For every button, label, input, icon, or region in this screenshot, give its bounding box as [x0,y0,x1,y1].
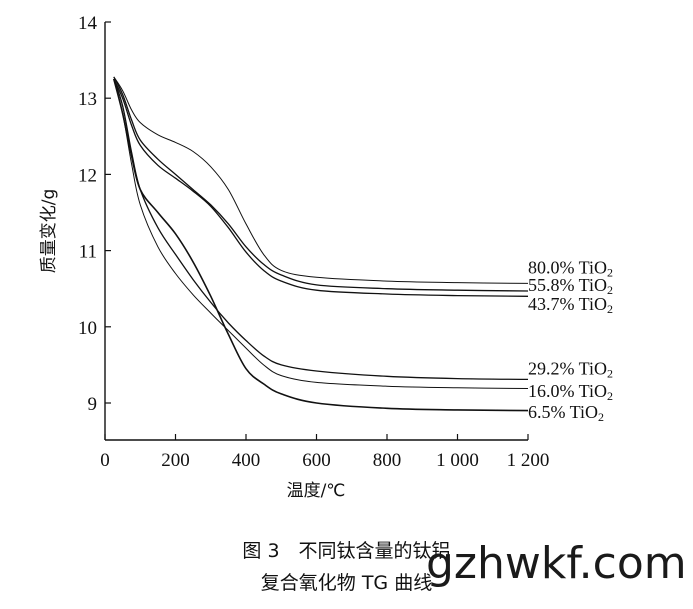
y-tick-label: 13 [78,89,97,110]
x-tick-label: 1 000 [436,450,479,471]
series-label: 43.7% TiO2 [528,294,613,316]
y-tick-label: 12 [78,165,97,186]
series-line [113,76,529,284]
series-label: 6.5% TiO2 [528,402,604,424]
series-label: 29.2% TiO2 [528,359,613,381]
y-tick-label: 10 [78,318,97,339]
x-tick-label: 600 [302,450,331,471]
x-tick-label: 800 [373,450,402,471]
series-line [113,78,529,297]
series-line [113,78,529,389]
series-line [113,78,529,412]
y-ticks: 9 10 11 12 13 14 [78,13,111,415]
series-label: 16.0% TiO2 [528,381,613,403]
figure-caption-line2: 复合氧化物 TG 曲线 [260,572,433,594]
axes [104,22,528,441]
y-axis-title: 质量变化/g [39,189,59,274]
series-label: 55.8% TiO2 [528,275,613,297]
x-tick-label: 0 [100,450,110,471]
watermark: gzhwkf.com [426,538,687,589]
x-tick-label: 1 200 [507,450,550,471]
x-tick-label: 200 [161,450,190,471]
y-tick-label: 14 [78,13,98,34]
x-ticks: 0 200 400 600 800 1 000 1 200 [100,434,549,471]
y-tick-label: 11 [79,242,97,263]
tg-curve-chart: 0 200 400 600 800 1 000 1 200 9 10 11 12 13 14 80.0… [39,13,613,501]
series-line [113,78,529,381]
y-tick-label: 9 [88,394,98,415]
series-label: 80.0% TiO2 [528,257,613,279]
x-tick-label: 400 [232,450,261,471]
x-axis-title: 温度/℃ [287,481,346,501]
series-line [113,76,529,292]
series-lines [113,76,529,412]
figure-caption-line1: 图 3 不同钛含量的钛铝 [242,540,451,562]
